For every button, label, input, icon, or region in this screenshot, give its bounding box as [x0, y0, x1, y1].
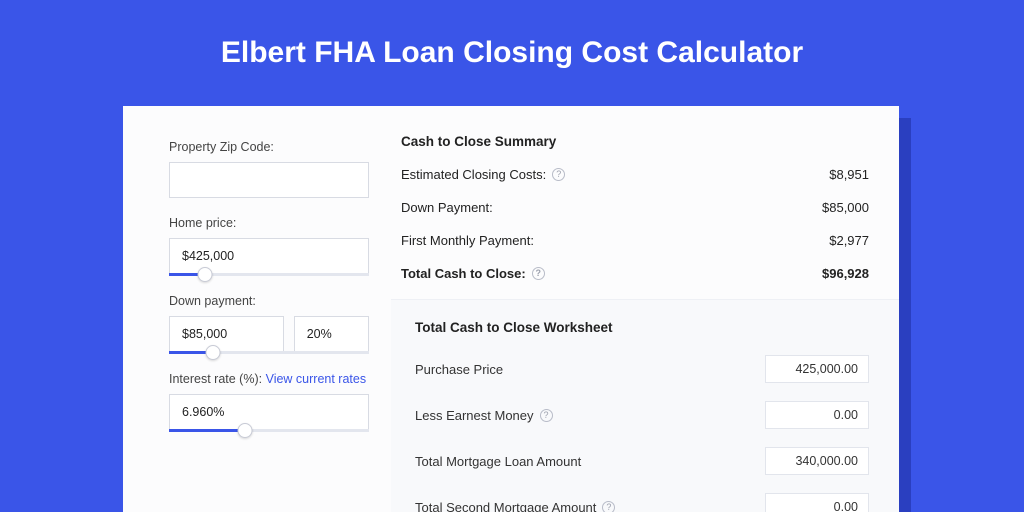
- summary-value: $2,977: [829, 233, 869, 248]
- down-payment-pct-input[interactable]: [294, 316, 369, 352]
- summary-total-value: $96,928: [822, 266, 869, 281]
- summary-value: $85,000: [822, 200, 869, 215]
- worksheet-value[interactable]: 0.00: [765, 493, 869, 512]
- inputs-column: Property Zip Code: Home price: Down paym…: [123, 106, 391, 512]
- help-icon[interactable]: ?: [602, 501, 615, 512]
- summary-row: Down Payment: $85,000: [401, 200, 869, 215]
- summary-row: Estimated Closing Costs: ? $8,951: [401, 167, 869, 182]
- worksheet-panel: Total Cash to Close Worksheet Purchase P…: [391, 299, 899, 512]
- home-price-slider[interactable]: [169, 273, 369, 276]
- interest-rate-slider-fill: [169, 429, 245, 432]
- interest-rate-label: Interest rate (%): View current rates: [169, 372, 369, 386]
- down-payment-field-group: Down payment:: [169, 294, 369, 354]
- interest-rate-input[interactable]: [169, 394, 369, 430]
- worksheet-row: Less Earnest Money ? 0.00: [415, 401, 869, 429]
- summary-label: Estimated Closing Costs:: [401, 167, 546, 182]
- summary-label: First Monthly Payment:: [401, 233, 534, 248]
- zip-field-group: Property Zip Code:: [169, 140, 369, 198]
- summary-row: First Monthly Payment: $2,977: [401, 233, 869, 248]
- worksheet-value[interactable]: 340,000.00: [765, 447, 869, 475]
- help-icon[interactable]: ?: [532, 267, 545, 280]
- interest-rate-slider-thumb[interactable]: [238, 423, 253, 438]
- summary-total-row: Total Cash to Close: ? $96,928: [401, 266, 869, 281]
- worksheet-label: Total Second Mortgage Amount: [415, 500, 596, 512]
- calculator-card: Property Zip Code: Home price: Down paym…: [123, 106, 899, 512]
- summary-label: Down Payment:: [401, 200, 493, 215]
- interest-rate-label-text: Interest rate (%):: [169, 372, 262, 386]
- worksheet-label: Purchase Price: [415, 362, 503, 377]
- worksheet-row: Total Mortgage Loan Amount 340,000.00: [415, 447, 869, 475]
- home-price-label: Home price:: [169, 216, 369, 230]
- summary-value: $8,951: [829, 167, 869, 182]
- worksheet-label: Total Mortgage Loan Amount: [415, 454, 581, 469]
- results-column: Cash to Close Summary Estimated Closing …: [391, 106, 899, 512]
- page-title: Elbert FHA Loan Closing Cost Calculator: [0, 0, 1024, 98]
- worksheet-value[interactable]: 0.00: [765, 401, 869, 429]
- home-price-field-group: Home price:: [169, 216, 369, 276]
- down-payment-input[interactable]: [169, 316, 284, 352]
- zip-label: Property Zip Code:: [169, 140, 369, 154]
- zip-input[interactable]: [169, 162, 369, 198]
- worksheet-value[interactable]: 425,000.00: [765, 355, 869, 383]
- worksheet-row: Total Second Mortgage Amount ? 0.00: [415, 493, 869, 512]
- interest-rate-slider[interactable]: [169, 429, 369, 432]
- home-price-slider-thumb[interactable]: [198, 267, 213, 282]
- down-payment-slider[interactable]: [169, 351, 369, 354]
- view-rates-link[interactable]: View current rates: [266, 372, 367, 386]
- down-payment-slider-thumb[interactable]: [206, 345, 221, 360]
- worksheet-row: Purchase Price 425,000.00: [415, 355, 869, 383]
- worksheet-title: Total Cash to Close Worksheet: [415, 320, 869, 335]
- help-icon[interactable]: ?: [540, 409, 553, 422]
- help-icon[interactable]: ?: [552, 168, 565, 181]
- summary-total-label: Total Cash to Close:: [401, 266, 526, 281]
- worksheet-label: Less Earnest Money: [415, 408, 534, 423]
- interest-rate-field-group: Interest rate (%): View current rates: [169, 372, 369, 432]
- summary-title: Cash to Close Summary: [401, 134, 869, 149]
- down-payment-label: Down payment:: [169, 294, 369, 308]
